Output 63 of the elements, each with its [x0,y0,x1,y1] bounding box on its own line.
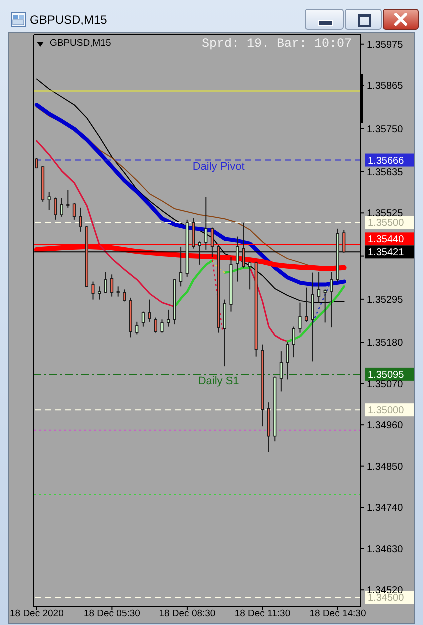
x-tick-label: 18 Dec 11:30 [234,608,291,620]
annotation: Daily S1 [198,375,240,388]
candlestick [298,302,302,334]
ref-line-label: 1.35421 [368,248,405,259]
x-tick-label: 18 Dec 08:30 [159,608,216,620]
candlestick [242,222,246,268]
annotation: Daily Pivot [192,161,245,174]
candlestick [66,190,70,208]
y-tick-label: 1.34630 [367,544,404,556]
x-tick-label: 18 Dec 2020 [10,608,64,620]
candlestick [160,319,164,334]
candlestick [116,286,120,298]
x-tick-label: 18 Dec 05:30 [84,608,140,620]
chart-title: GBPUSD,M15 [30,12,108,28]
candlestick [236,236,240,282]
y-tick-label: 1.34740 [367,503,404,514]
candlestick [286,342,290,380]
candlestick [248,261,252,290]
candlestick [136,321,139,336]
candlestick [54,197,58,220]
candlestick [342,230,346,254]
candlestick [280,351,283,392]
candlestick [198,241,202,266]
ref-line-label: 1.35095 [368,370,405,381]
candlestick [60,198,64,218]
x-tick-label: 18 Dec 14:30 [310,608,366,620]
y-tick-label: 1.35865 [367,81,404,92]
candlestick [98,286,102,300]
y-tick-label: 1.34960 [367,420,404,432]
y-tick-label: 1.35525 [367,208,404,220]
y-tick-label: 1.35975 [367,40,404,51]
y-tick-label: 1.35295 [367,294,404,306]
candlestick [330,272,334,328]
y-tick-label: 1.35070 [367,379,404,390]
candlestick [154,317,158,334]
candlestick [148,299,152,322]
y-tick-label: 1.34850 [367,462,404,473]
candlestick [204,196,208,250]
candlestick [180,246,183,288]
candlestick [210,227,214,258]
candlestick [318,272,321,304]
ref-line-label: 1.35440 [368,234,405,246]
candlestick [92,281,95,300]
candlestick [72,202,76,220]
ref-line-label: 1.35500 [368,218,405,230]
candlestick [292,326,296,358]
candlestick [79,207,82,232]
ref-line-label: 1.35666 [368,156,405,167]
candlestick [123,289,126,302]
annotation: Sprd: 19. Bar: 10:07 [202,37,352,51]
candlestick [110,274,114,298]
ref-line-label: 1.35000 [368,406,405,417]
candlestick [48,192,51,211]
chart-subtitle: GBPUSD,M15 [50,38,112,50]
candlestick [35,158,38,169]
y-tick-label: 1.35750 [367,124,404,136]
candlestick [324,289,327,324]
y-tick-label: 1.35635 [367,167,404,178]
candlestick [142,311,145,328]
candlestick [304,287,308,322]
candlestick [104,272,108,294]
y-tick-label: 1.35180 [367,338,404,350]
candlestick [166,309,170,328]
